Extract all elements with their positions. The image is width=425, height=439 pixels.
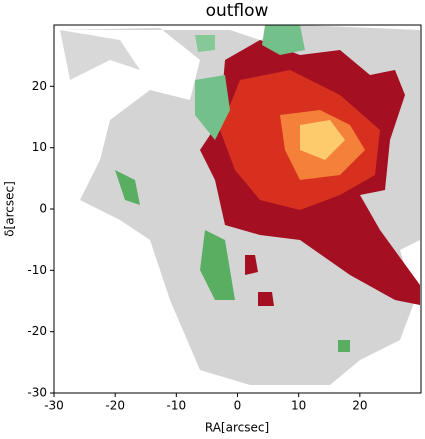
x-tick-label: -30 xyxy=(44,399,64,413)
y-tick-label: 0 xyxy=(39,202,47,216)
x-axis-label: RA[arcsec] xyxy=(205,421,269,435)
green-emission xyxy=(195,35,215,52)
green-emission xyxy=(115,170,140,205)
yellow-emission xyxy=(300,120,345,160)
x-tick-label: 10 xyxy=(291,399,306,413)
map-image xyxy=(60,25,420,385)
x-tick-label: -10 xyxy=(167,399,187,413)
y-tick-label: -30 xyxy=(27,386,47,400)
x-tick-label: 20 xyxy=(352,399,367,413)
x-tick-label: 0 xyxy=(234,399,242,413)
chart-title: outflow xyxy=(206,1,269,21)
x-tick-label: -20 xyxy=(105,399,125,413)
green-emission xyxy=(262,25,305,55)
red-knot xyxy=(258,292,274,306)
y-tick-label: 10 xyxy=(32,140,47,154)
green-emission xyxy=(195,75,230,140)
y-tick-label: 20 xyxy=(32,79,47,93)
red-knot xyxy=(245,255,258,275)
green-emission xyxy=(338,340,350,352)
gray-emission xyxy=(60,30,140,80)
green-emission xyxy=(200,230,235,300)
y-tick-label: -10 xyxy=(27,263,47,277)
y-tick-label: -20 xyxy=(27,324,47,338)
y-axis-label: δ[arcsec] xyxy=(3,181,17,237)
